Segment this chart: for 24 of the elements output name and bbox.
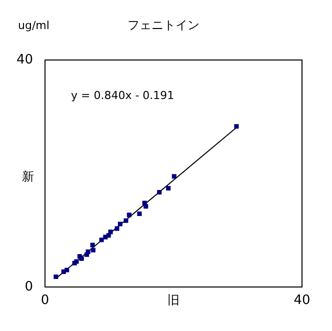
text: ug/ml	[18, 18, 50, 32]
point	[90, 242, 95, 248]
point	[86, 250, 90, 254]
point	[144, 204, 148, 209]
point	[90, 248, 96, 252]
x-axis-title: 旧	[168, 293, 180, 308]
point	[99, 238, 104, 242]
point	[114, 226, 120, 231]
point	[166, 186, 171, 191]
point	[124, 218, 128, 223]
chart-title: フェニトイン	[128, 18, 200, 32]
point	[126, 212, 132, 218]
point	[103, 234, 108, 240]
annotation: y = 0.840x - 0.191	[71, 88, 174, 102]
point	[54, 274, 58, 280]
point	[172, 174, 176, 179]
y-axis-title: 新	[22, 170, 34, 184]
point	[157, 190, 162, 194]
point	[137, 212, 142, 216]
point	[106, 233, 111, 238]
point	[234, 124, 239, 129]
point	[118, 222, 122, 226]
point	[64, 268, 70, 272]
point	[108, 230, 113, 234]
